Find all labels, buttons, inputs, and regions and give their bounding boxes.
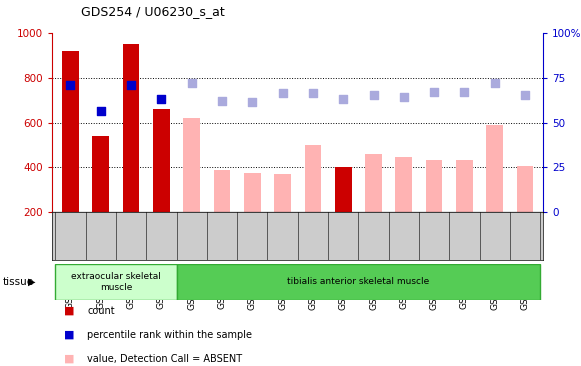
Bar	[304, 145, 321, 212]
Text: percentile rank within the sample: percentile rank within the sample	[87, 330, 252, 340]
Bar	[55, 264, 177, 300]
Text: ■: ■	[64, 306, 74, 316]
Bar	[214, 170, 230, 212]
Point	[429, 89, 439, 95]
Point	[339, 96, 348, 102]
Point	[248, 100, 257, 105]
Text: tissue: tissue	[3, 277, 34, 287]
Bar	[62, 51, 79, 212]
Bar	[153, 109, 170, 212]
Text: ▶: ▶	[28, 277, 35, 287]
Point	[309, 90, 318, 96]
Point	[157, 96, 166, 102]
Bar	[396, 157, 412, 212]
Text: count: count	[87, 306, 115, 316]
Point	[399, 94, 408, 100]
Text: value, Detection Call = ABSENT: value, Detection Call = ABSENT	[87, 354, 242, 364]
Point	[369, 92, 378, 97]
Point	[278, 90, 287, 96]
Bar	[123, 44, 139, 212]
Point	[460, 89, 469, 95]
Point	[217, 98, 227, 104]
Bar	[517, 166, 533, 212]
Text: tibialis anterior skeletal muscle: tibialis anterior skeletal muscle	[287, 277, 429, 286]
Point	[187, 81, 196, 86]
Bar	[177, 264, 540, 300]
Point	[127, 82, 136, 87]
Bar	[486, 125, 503, 212]
Text: ■: ■	[64, 354, 74, 364]
Bar	[335, 168, 352, 212]
Bar	[184, 118, 200, 212]
Bar	[92, 136, 109, 212]
Text: extraocular skeletal
muscle: extraocular skeletal muscle	[71, 272, 161, 292]
Text: ■: ■	[64, 330, 74, 340]
Point	[66, 82, 75, 87]
Bar	[456, 160, 473, 212]
Point	[521, 92, 530, 97]
Bar	[365, 154, 382, 212]
Point	[490, 81, 500, 86]
Point	[96, 108, 105, 114]
Bar	[426, 160, 443, 212]
Text: GDS254 / U06230_s_at: GDS254 / U06230_s_at	[81, 5, 225, 18]
Bar	[274, 174, 291, 212]
Bar	[244, 173, 261, 212]
